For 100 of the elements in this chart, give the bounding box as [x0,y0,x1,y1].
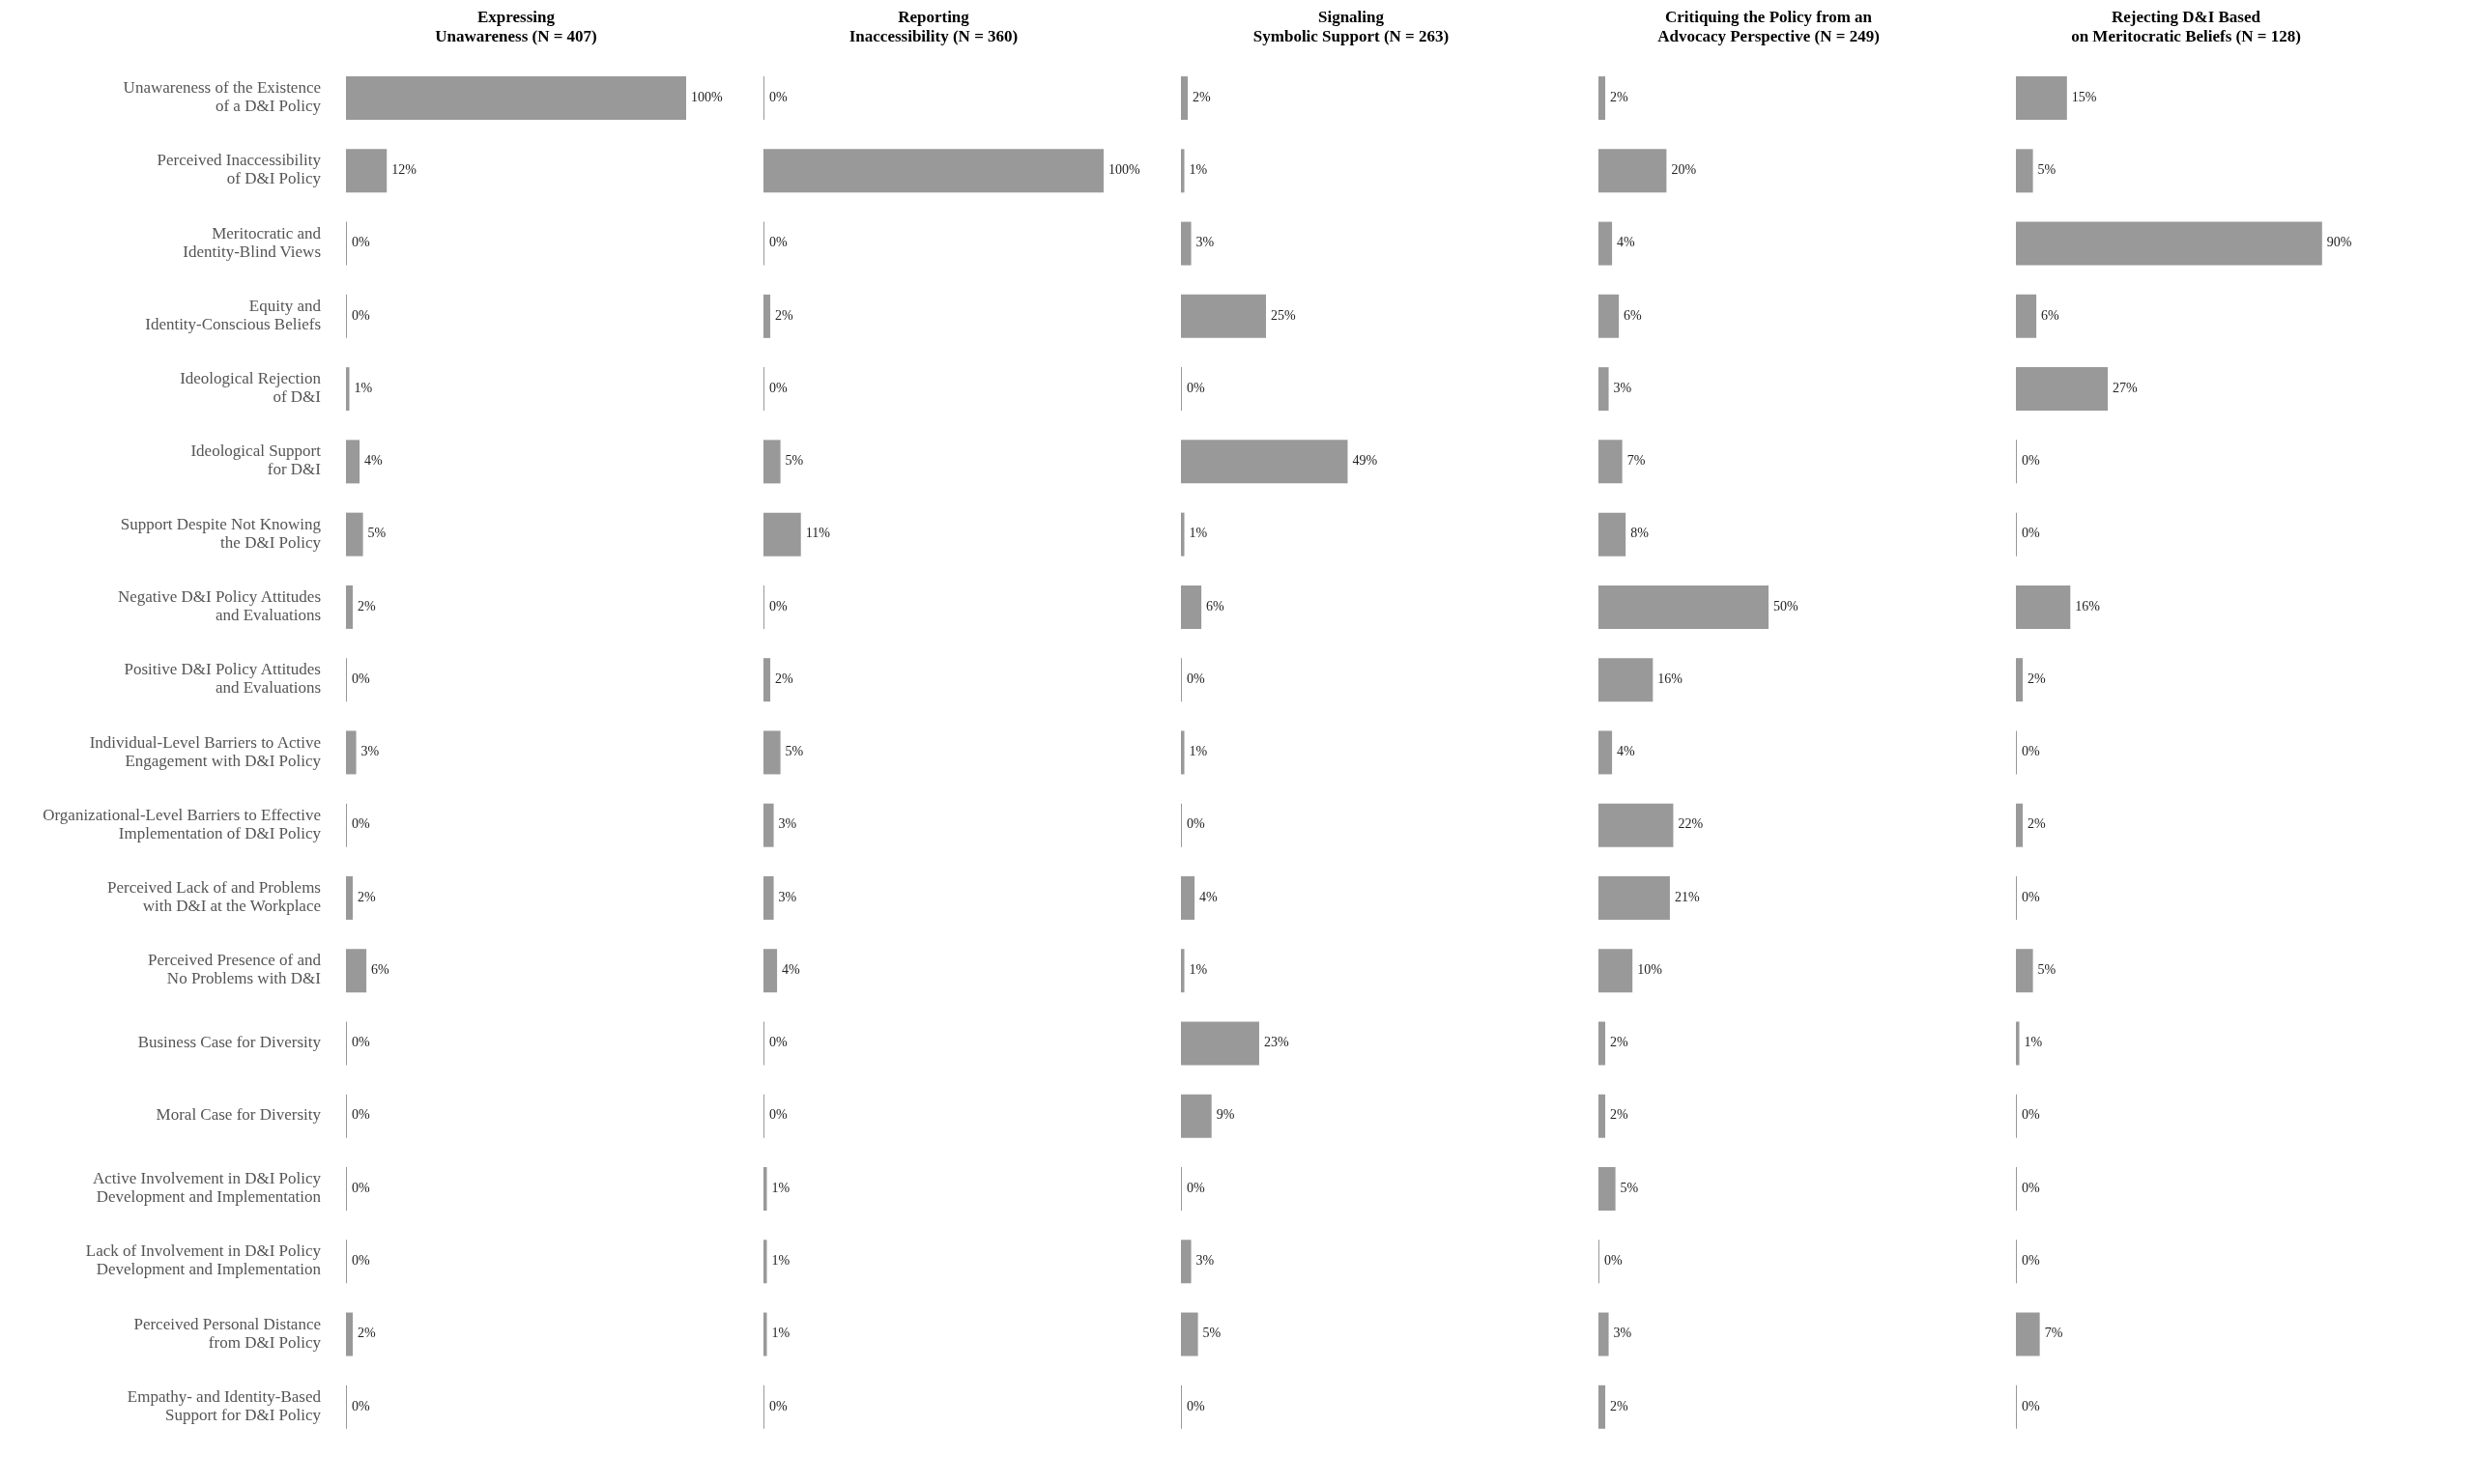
bar [763,1167,767,1211]
bar [1598,875,1670,920]
bar [1598,658,1654,702]
data-label: 0% [352,1035,370,1050]
bar [346,730,357,775]
data-label: 2% [775,307,794,323]
bar [2016,76,2067,121]
y-tick-label: Negative D&I Policy Attitudes and Evaluations [117,586,321,624]
bar [2016,149,2033,193]
data-label: 4% [1617,744,1636,759]
data-label: 27% [2113,380,2139,395]
bar [1598,512,1626,556]
y-tick-label: Positive D&I Policy Attitudes and Evaluations [124,660,321,698]
data-label: 100% [691,89,723,104]
y-tick-label: Perceived Lack of and Problems with D&I at the Workplace [107,877,321,915]
bar [346,76,686,121]
y-tick-label: Equity and Identity-Conscious Beliefs [145,296,322,333]
data-label: 2% [358,1326,377,1341]
bar [2016,585,2071,629]
bar [763,803,774,847]
data-label: 15% [2071,89,2097,104]
data-label: 3% [778,889,797,904]
bar [346,149,388,193]
y-tick-label: Individual-Level Barriers to Active Engagement with D&I Policy [89,732,322,770]
data-label: 0% [769,1035,788,1050]
data-label: 3% [778,816,797,832]
data-label: 5% [2037,961,2057,977]
y-tick-label: Unawareness of the Existence of a D&I Policy [123,78,322,116]
data-label: 0% [1187,1180,1205,1195]
y-tick-label: Organizational-Level Barriers to Effective Implementation of D&I Policy [43,805,322,842]
bar [763,875,774,920]
data-label: 16% [1657,671,1683,686]
data-label: 10% [1637,961,1663,977]
data-label: 16% [2075,598,2101,614]
bar [2016,803,2024,847]
bar [1598,367,1609,412]
y-tick-label: Ideological Rejection of D&I [180,369,322,407]
bar [1598,1094,1606,1138]
data-label: 0% [2022,744,2040,759]
data-label: 2% [1610,89,1629,104]
data-label: 2% [2028,671,2047,686]
bar [1181,221,1192,266]
data-label: 6% [371,961,390,977]
bar [346,1312,354,1356]
y-tick-label: Support Despite Not Knowing the D&I Policy [120,514,322,552]
data-label: 7% [2044,1326,2063,1341]
data-label: 0% [352,307,370,323]
data-label: 4% [782,961,801,977]
data-label: 2% [1610,1107,1629,1123]
bar [763,294,771,338]
bar [763,440,781,484]
data-label: 7% [1626,453,1646,469]
data-label: 0% [352,1252,370,1268]
bar [763,949,778,993]
bar [1598,585,1769,629]
data-label: 1% [2024,1035,2043,1050]
data-label: 0% [352,1107,370,1123]
data-label: 1% [1189,162,1208,178]
data-label: 5% [1620,1180,1639,1195]
data-label: 3% [1195,1252,1215,1268]
data-label: 0% [1187,671,1205,686]
bar [1181,1021,1259,1066]
data-label: 90% [2326,235,2352,250]
data-label: 6% [1206,598,1225,614]
data-label: 25% [1271,307,1296,323]
data-label: 11% [805,526,831,541]
bar [2016,1021,2020,1066]
y-tick-label: Ideological Support for D&I [190,442,322,479]
bar [1181,585,1202,629]
bar [1181,1312,1198,1356]
data-label: 23% [1263,1035,1289,1050]
data-label: 3% [1195,235,1215,250]
data-label: 0% [2022,889,2040,904]
chart-title: Rejecting D&I Based on Meritocratic Beliefs (N = 128) [2070,8,2302,47]
chart-title: Reporting Inaccessibility (N = 360) [848,8,1020,47]
data-label: 5% [1202,1326,1222,1341]
data-label: 0% [352,1180,370,1195]
bar [763,1312,767,1356]
data-label: 20% [1671,162,1697,178]
bar [1181,440,1348,484]
y-tick-label: Perceived Personal Distance from D&I Policy [133,1314,322,1352]
bar [1181,1094,1212,1138]
bar [763,512,801,556]
bar [1598,149,1667,193]
bar [1181,875,1195,920]
bar [1181,294,1266,338]
data-label: 12% [391,162,417,178]
bar [1598,1167,1616,1211]
bar [763,730,781,775]
bar [346,585,354,629]
y-tick-label: Meritocratic and Identity-Blind Views [183,223,322,261]
y-tick-label: Perceived Inaccessibility of D&I Policy [157,151,322,188]
bar [2016,294,2037,338]
data-label: 0% [769,380,788,395]
data-label: 9% [1216,1107,1235,1123]
data-label: 0% [352,671,370,686]
data-label: 1% [354,380,373,395]
bar [1598,1312,1609,1356]
data-label: 5% [785,744,804,759]
y-tick-label: Active Involvement in D&I Policy Development and Implementation [92,1168,322,1206]
